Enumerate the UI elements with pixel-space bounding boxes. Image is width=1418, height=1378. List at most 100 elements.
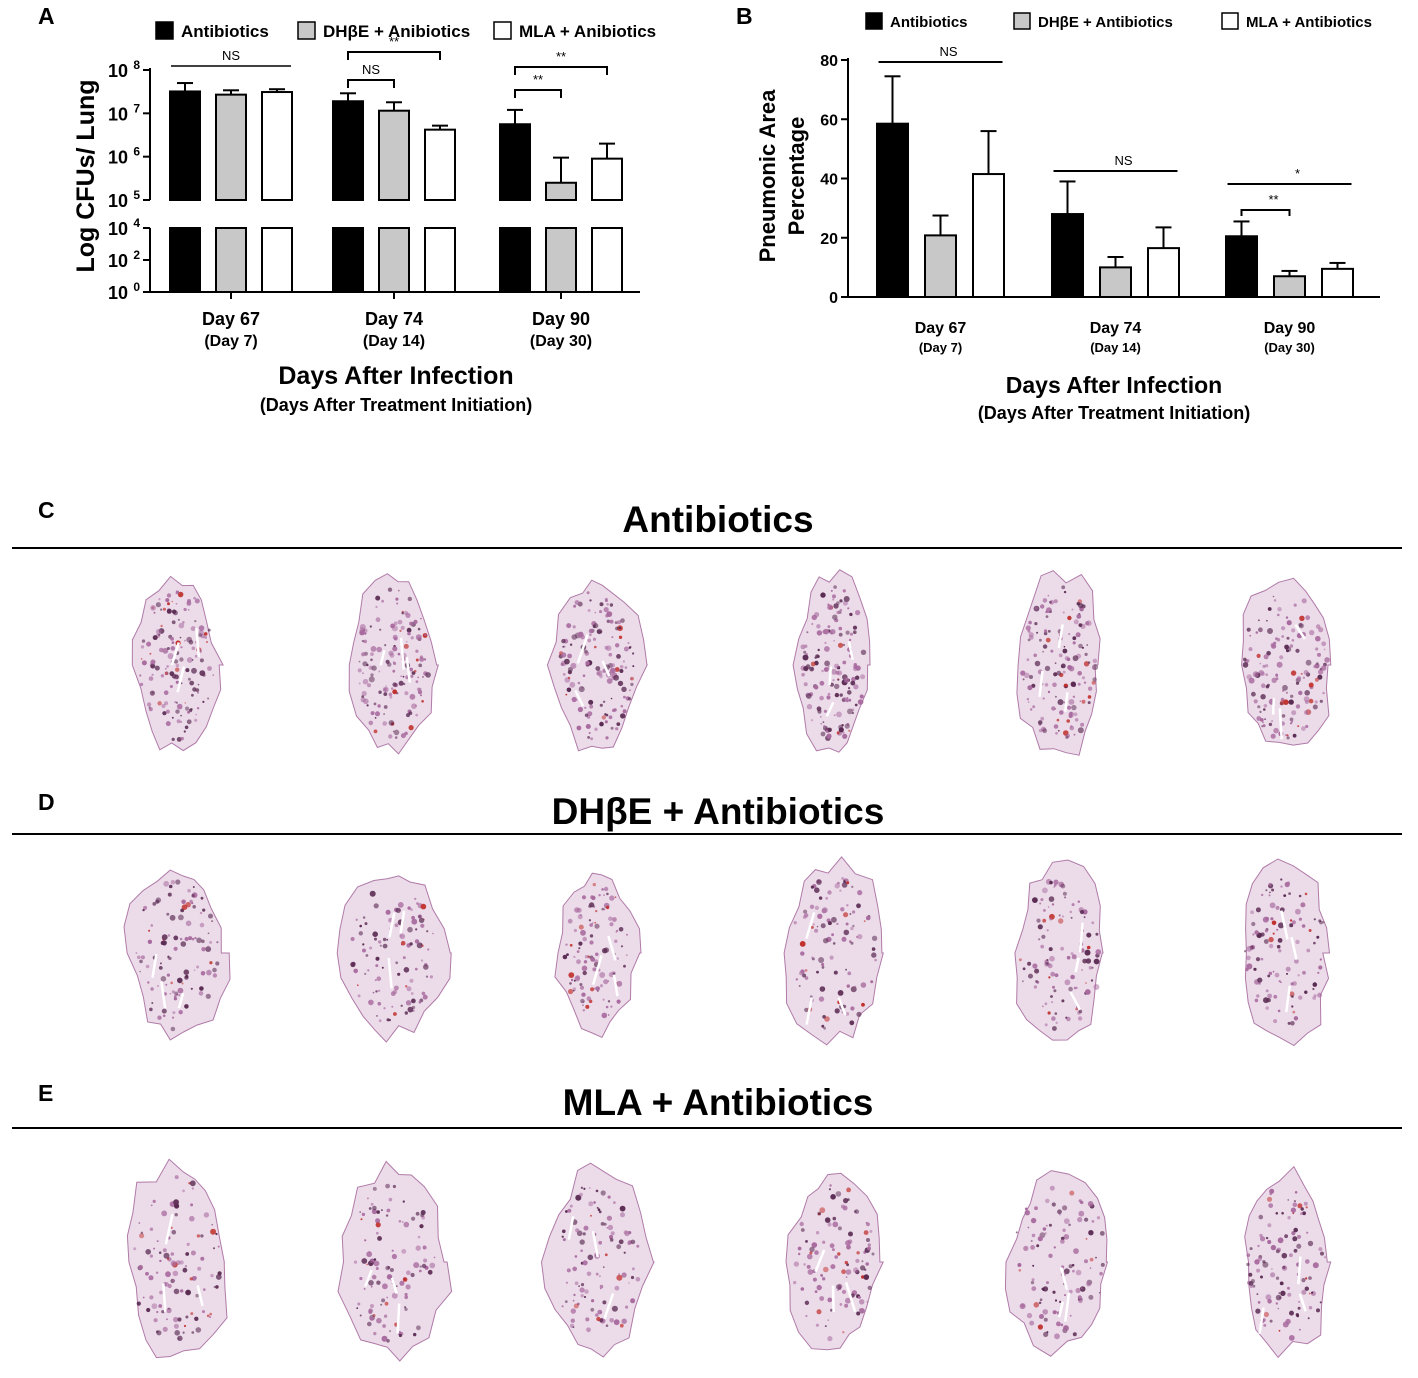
tissue-speck xyxy=(1071,608,1074,611)
tissue-speck xyxy=(628,1282,630,1284)
tissue-speck xyxy=(579,1287,585,1293)
tissue-speck xyxy=(1290,694,1294,698)
tissue-speck xyxy=(188,638,191,641)
tissue-speck xyxy=(1271,643,1277,649)
tissue-speck xyxy=(166,973,170,977)
tissue-speck xyxy=(1301,726,1306,731)
tissue-speck xyxy=(172,1270,179,1277)
tissue-speck xyxy=(611,663,615,668)
tissue-speck xyxy=(1047,690,1051,694)
tissue-speck xyxy=(579,1192,583,1197)
tissue-speck xyxy=(415,1211,420,1216)
airway-streak xyxy=(814,1249,826,1273)
tissue-speck xyxy=(600,1190,606,1196)
tissue-speck xyxy=(1323,648,1326,651)
tissue-speck xyxy=(371,1274,377,1280)
tissue-speck xyxy=(852,630,857,635)
tissue-speck xyxy=(577,631,584,638)
tissue-speck xyxy=(812,1277,817,1282)
tissue-speck xyxy=(1073,712,1078,717)
tissue-speck xyxy=(1071,954,1077,960)
tissue-speck xyxy=(1299,615,1305,621)
tissue-speck xyxy=(414,897,417,901)
tissue-speck xyxy=(193,969,196,971)
tissue-speck xyxy=(1050,971,1056,977)
tissue-speck xyxy=(368,1207,372,1210)
tissue-speck xyxy=(816,624,821,629)
tissue-speck xyxy=(362,943,365,946)
tissue-speck xyxy=(805,1240,808,1243)
tissue-speck xyxy=(1092,677,1097,682)
tissue-speck xyxy=(374,979,377,982)
tissue-speck xyxy=(592,967,597,972)
tissue-speck xyxy=(1286,636,1290,640)
tissue-speck xyxy=(1078,623,1083,627)
tissue-speck xyxy=(369,946,373,950)
tissue-speck xyxy=(164,701,169,706)
tissue-speck xyxy=(404,1292,408,1297)
tissue-speck xyxy=(182,1189,185,1193)
tissue-speck xyxy=(1264,929,1268,933)
tissue-speck xyxy=(578,686,585,693)
tissue-speck xyxy=(1073,1248,1079,1254)
tissue-speck xyxy=(1026,698,1030,701)
tissue-speck xyxy=(1082,958,1088,964)
bar-1-0 xyxy=(215,93,247,201)
tissue-speck xyxy=(854,703,858,707)
lung-outline xyxy=(1014,859,1104,1041)
lung-outline xyxy=(336,875,452,1043)
tissue-speck xyxy=(174,1213,178,1217)
tissue-speck xyxy=(1024,672,1030,679)
tissue-speck xyxy=(398,680,404,686)
tissue-speck xyxy=(1266,998,1271,1003)
tissue-speck xyxy=(1059,710,1064,715)
tissue-speck xyxy=(856,903,861,909)
tissue-speck xyxy=(415,1245,421,1251)
tissue-speck xyxy=(169,671,175,677)
tissue-speck xyxy=(599,984,604,988)
tissue-speck xyxy=(1265,889,1268,892)
tissue-speck xyxy=(160,608,163,611)
tissue-speck xyxy=(1078,1199,1082,1203)
tissue-speck xyxy=(375,964,379,968)
tissue-speck xyxy=(619,1323,624,1328)
tissue-speck xyxy=(158,1251,162,1254)
tissue-speck xyxy=(846,881,850,885)
tissue-speck xyxy=(1025,625,1031,631)
tissue-speck xyxy=(1304,892,1308,896)
tissue-speck xyxy=(832,679,835,682)
tissue-speck xyxy=(400,675,403,678)
y-tick-label: 0 xyxy=(829,290,838,307)
tissue-speck xyxy=(423,658,427,661)
tissue-speck xyxy=(565,1281,569,1284)
legend-label-0: Antibiotics xyxy=(181,22,269,41)
tissue-speck xyxy=(1041,934,1046,939)
tissue-speck xyxy=(166,912,170,916)
tissue-speck xyxy=(1287,1199,1289,1201)
tissue-speck xyxy=(1084,989,1091,995)
tissue-speck xyxy=(1042,728,1048,734)
tissue-speck xyxy=(1046,959,1049,961)
x-axis-sublabel: (Days After Treatment Initiation) xyxy=(978,403,1250,423)
tissue-speck xyxy=(605,736,609,740)
tissue-speck xyxy=(169,992,172,995)
tissue-speck xyxy=(810,925,814,929)
tissue-speck xyxy=(1070,952,1074,956)
tissue-speck xyxy=(623,964,626,968)
tissue-speck xyxy=(1265,989,1269,993)
tissue-speck xyxy=(829,631,833,635)
tissue-speck xyxy=(203,632,208,636)
tissue-speck xyxy=(1066,657,1071,662)
tissue-speck xyxy=(141,639,146,643)
tissue-speck xyxy=(1257,977,1263,983)
tissue-speck xyxy=(1248,677,1255,684)
tissue-speck xyxy=(413,669,417,673)
tissue-speck xyxy=(809,904,815,909)
tissue-speck xyxy=(1084,1259,1088,1264)
tissue-speck xyxy=(1255,631,1259,634)
tissue-speck xyxy=(404,731,408,736)
sig-bracket-2 xyxy=(347,51,441,60)
tissue-speck xyxy=(1265,1006,1269,1010)
tissue-speck xyxy=(1066,955,1071,960)
